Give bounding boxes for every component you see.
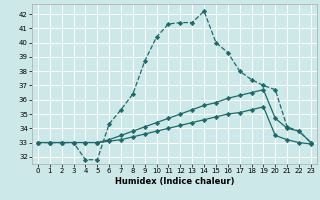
X-axis label: Humidex (Indice chaleur): Humidex (Indice chaleur) (115, 177, 234, 186)
